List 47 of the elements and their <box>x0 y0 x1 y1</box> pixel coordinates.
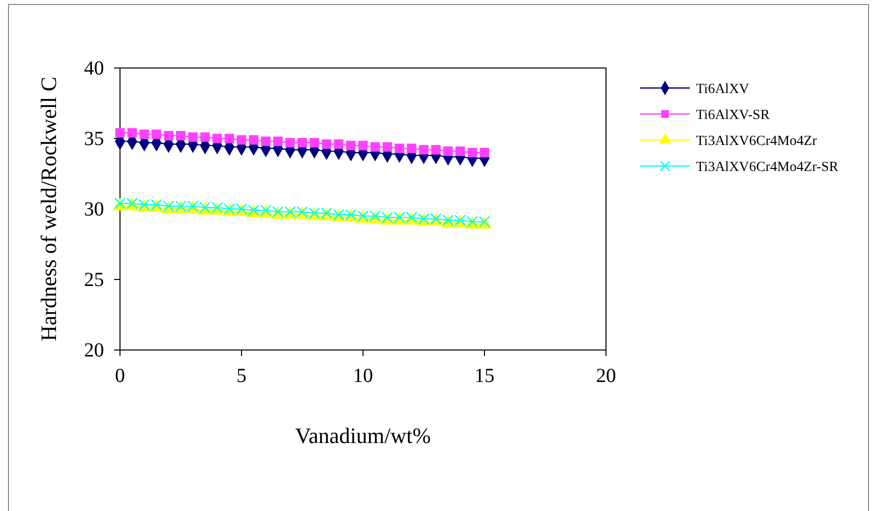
point <box>455 146 465 156</box>
point <box>140 130 150 140</box>
point <box>188 132 198 142</box>
y-tick-label: 40 <box>84 57 104 80</box>
point <box>480 148 490 158</box>
x-tick-label: 20 <box>596 365 616 388</box>
point <box>298 138 307 148</box>
x-tick-label: 0 <box>115 365 125 388</box>
legend-label: Ti6AlXV <box>696 82 750 97</box>
legend-label: Ti3AlXV6Cr4Mo4Zr <box>696 134 818 149</box>
point <box>248 135 258 145</box>
legend-label: Ti6AlXV-SR <box>696 108 770 123</box>
legend-label: Ti3AlXV6Cr4Mo4Zr-SR <box>696 160 839 175</box>
point <box>164 130 174 140</box>
y-tick-label: 25 <box>84 268 104 291</box>
x-tick-label: 10 <box>353 365 373 388</box>
point <box>322 139 332 149</box>
y-axis-title: Hardness of weld/Rockwell C <box>36 76 61 342</box>
point <box>236 135 246 145</box>
y-tick-label: 20 <box>84 339 104 362</box>
x-tick-label: 5 <box>236 365 246 388</box>
point <box>224 134 234 144</box>
point <box>127 128 137 138</box>
x-axis-title: Vanadium/wt% <box>295 423 431 448</box>
point <box>443 146 453 156</box>
point <box>152 130 162 140</box>
point <box>334 139 344 149</box>
point <box>358 140 368 150</box>
point <box>346 140 356 150</box>
point <box>273 136 283 146</box>
point <box>370 142 380 152</box>
point <box>200 132 210 142</box>
point <box>261 136 271 146</box>
point <box>394 144 404 154</box>
point <box>382 142 392 152</box>
point <box>285 138 295 148</box>
y-tick-label: 35 <box>84 128 104 150</box>
point <box>212 134 222 144</box>
point <box>310 138 320 148</box>
y-tick-label: 30 <box>84 198 104 220</box>
point <box>419 145 428 155</box>
point <box>406 144 416 154</box>
point <box>176 130 186 140</box>
point <box>431 145 441 155</box>
point <box>468 148 478 158</box>
x-tick-label: 15 <box>474 365 494 388</box>
point <box>115 128 125 138</box>
